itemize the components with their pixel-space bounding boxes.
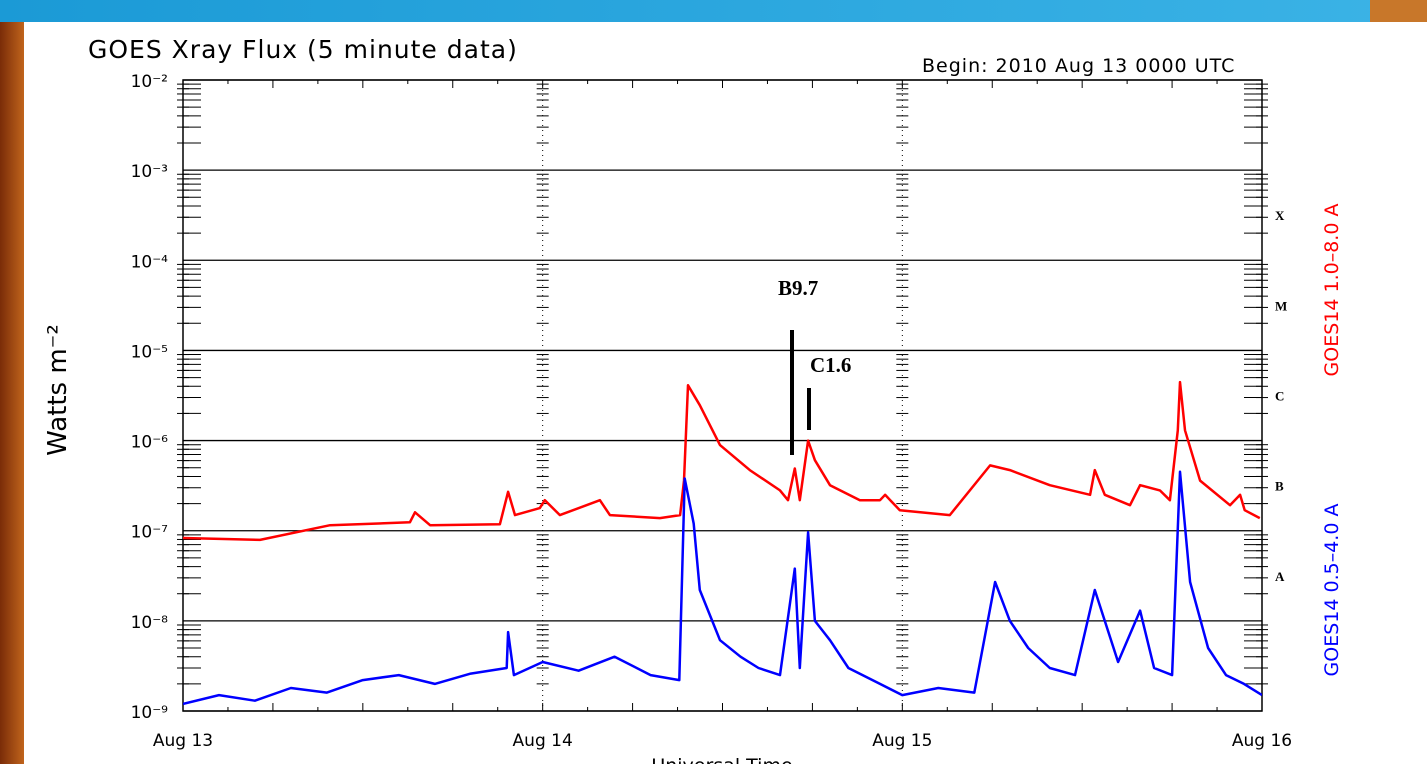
annotation: C1.6 xyxy=(810,353,851,377)
slide-edge xyxy=(0,0,24,764)
series-group xyxy=(183,380,1262,706)
y-tick-label: 10⁻⁵ xyxy=(131,342,168,362)
chart-title: GOES Xray Flux (5 minute data) xyxy=(88,35,518,64)
plot-frame xyxy=(182,79,1263,712)
flare-class: C xyxy=(1275,389,1284,404)
y-tick-label: 10⁻⁹ xyxy=(131,703,169,723)
y-tick-label: 10⁻⁸ xyxy=(131,613,169,633)
x-tick-label: Aug 16 xyxy=(1232,731,1292,751)
y-tick-label: 10⁻⁷ xyxy=(131,523,169,543)
x-axis-title: Universal Time xyxy=(651,755,792,764)
annotation: B9.7 xyxy=(778,276,818,300)
y-axis-title: Watts m⁻² xyxy=(43,324,73,456)
slide-corner-image xyxy=(1370,0,1427,22)
chart-subtitle: Begin: 2010 Aug 13 0000 UTC xyxy=(922,55,1235,77)
slide-header-bar xyxy=(0,0,1427,22)
y-tick-label: 10⁻³ xyxy=(131,162,168,182)
flare-class: A xyxy=(1275,569,1285,584)
y-tick-label: 10⁻⁶ xyxy=(131,433,169,453)
x-tick-label: Aug 14 xyxy=(513,731,573,751)
y-tick-label: 10⁻² xyxy=(131,72,168,92)
legend-entry: GOES14 0.5–4.0 A xyxy=(1321,504,1343,677)
x-tick-label: Aug 13 xyxy=(153,731,213,751)
flare-class: M xyxy=(1275,298,1287,313)
series-line xyxy=(183,470,1262,706)
flare-class: X xyxy=(1275,208,1285,223)
x-tick-label: Aug 15 xyxy=(872,731,932,751)
series-line xyxy=(183,380,1261,542)
legend-entry: GOES14 1.0–8.0 A xyxy=(1321,204,1343,377)
y-tick-label: 10⁻⁴ xyxy=(131,252,169,272)
flare-class: B xyxy=(1275,479,1284,494)
